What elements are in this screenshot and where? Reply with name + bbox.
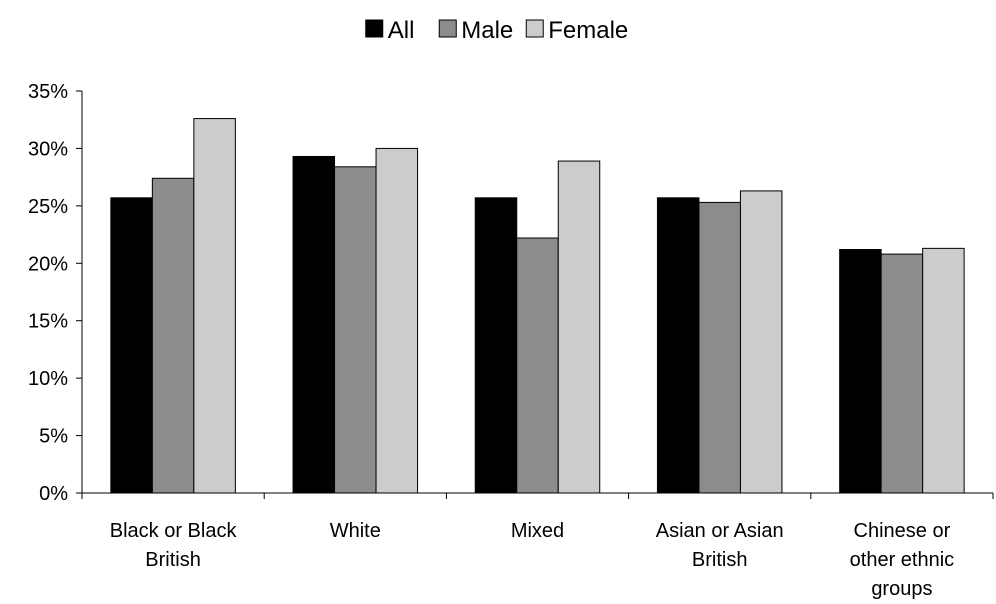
bar-male-mixed — [516, 237, 559, 494]
bar-all-chinese-or-other-ethnic-groups — [839, 249, 882, 494]
x-category-label-line: Black or Black — [110, 520, 238, 542]
y-tick-label: 15% — [28, 311, 68, 333]
x-category-label-line: Chinese or — [854, 520, 951, 542]
bar-male-asian-or-asian-british — [698, 201, 741, 494]
y-tick-label: 0% — [39, 483, 68, 505]
x-category-label-line: Asian or Asian — [656, 520, 784, 542]
y-tick-label: 25% — [28, 196, 68, 218]
bar-female-black-or-black-british — [193, 118, 236, 494]
legend-label-female: Female — [548, 17, 628, 44]
bar-all-mixed — [474, 197, 518, 494]
bar-female-chinese-or-other-ethnic-groups — [922, 247, 965, 494]
x-category-label: Mixed — [511, 520, 564, 542]
y-axis: 0% 5% 10% 15% 20% 25% 30% 35% — [28, 81, 83, 505]
y-tick-label: 35% — [28, 81, 68, 103]
bar-female-asian-or-asian-british — [739, 190, 783, 494]
x-category-label: Black or Black British — [110, 520, 238, 571]
y-tick-label: 20% — [28, 253, 68, 275]
x-category-label: Chinese or other ethnic groups — [850, 520, 955, 600]
y-tick-label: 5% — [39, 426, 68, 448]
x-category-label-line: White — [330, 520, 381, 542]
x-axis: Black or Black British White Mixed Asian or … — [81, 492, 994, 600]
bar-male-white — [334, 166, 377, 494]
legend-label-all: All — [388, 17, 415, 44]
x-category-label: White — [330, 520, 381, 542]
legend-swatch-female — [525, 19, 544, 38]
legend-swatch-male — [438, 19, 457, 38]
x-category-label-line: British — [692, 549, 748, 571]
plot-area — [110, 118, 965, 494]
x-category-label-line: other ethnic — [850, 549, 955, 571]
legend: All Male Female — [365, 17, 628, 44]
bar-female-mixed — [557, 160, 601, 494]
legend-swatch-all — [365, 19, 384, 38]
x-category-label: Asian or Asian British — [656, 520, 784, 571]
x-category-label-line: Mixed — [511, 520, 564, 542]
bar-all-black-or-black-british — [110, 197, 153, 494]
legend-label-male: Male — [461, 17, 513, 44]
bar-male-black-or-black-british — [151, 177, 195, 494]
bar-all-white — [292, 155, 336, 494]
bar-female-white — [375, 147, 419, 494]
bar-male-chinese-or-other-ethnic-groups — [880, 253, 924, 494]
y-tick-label: 30% — [28, 138, 68, 160]
bar-all-asian-or-asian-british — [656, 197, 700, 494]
y-tick-label: 10% — [28, 368, 68, 390]
x-category-label-line: British — [145, 549, 201, 571]
x-category-label-line: groups — [871, 578, 932, 600]
